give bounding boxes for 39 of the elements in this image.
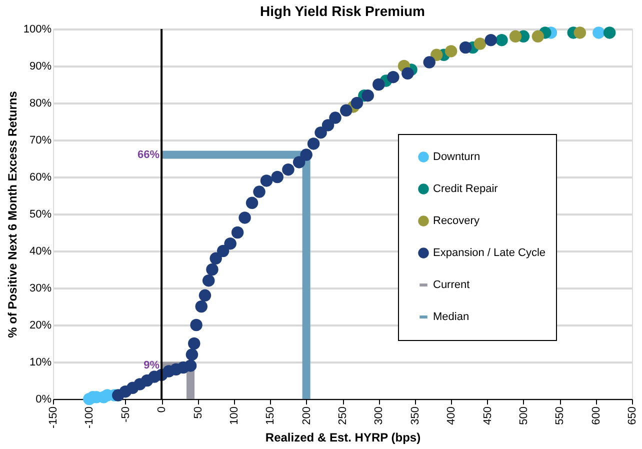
x-tick-label: 200 <box>300 406 313 425</box>
x-tick-label: 300 <box>373 406 386 425</box>
y-axis-title: % of Positive Next 6 Month Excess Returns <box>5 90 20 338</box>
x-tick-label: 100 <box>228 406 240 425</box>
x-axis-title: Realized & Est. HYRP (bps) <box>265 430 421 445</box>
legend-label: Credit Repair <box>433 183 498 195</box>
y-tick-label: 60% <box>29 172 52 184</box>
y-tick-label: 30% <box>29 282 52 294</box>
y-tick-label: 20% <box>29 320 52 332</box>
x-tick-label: 450 <box>482 406 494 425</box>
y-tick-label: 100% <box>23 24 52 36</box>
x-tick-label: 50 <box>192 406 204 419</box>
x-tick-label: 550 <box>554 406 566 425</box>
x-tick-label: 500 <box>518 406 530 425</box>
x-tick-label: 150 <box>264 406 277 425</box>
x-tick-label: 600 <box>590 406 602 425</box>
x-tick-label: -100 <box>84 406 96 429</box>
y-tick-label: 0% <box>36 394 52 406</box>
x-tick-label: 250 <box>337 406 349 425</box>
legend-label: Current <box>433 279 470 291</box>
y-tick-label: 80% <box>29 98 52 110</box>
x-tick-label: 350 <box>409 406 422 425</box>
annotation: 9% <box>144 360 160 372</box>
chart-title: High Yield Risk Premium <box>260 3 425 19</box>
legend-label: Expansion / Late Cycle <box>433 247 546 259</box>
legend-label: Median <box>433 311 470 323</box>
y-tick-label: 40% <box>29 246 52 258</box>
y-tick-label: 70% <box>29 134 52 146</box>
x-tick-label: 400 <box>446 406 458 425</box>
y-tick-label: 90% <box>29 60 52 72</box>
x-tick-label: -150 <box>48 406 60 429</box>
x-tick-label: -50 <box>120 406 132 422</box>
annotation: 66% <box>138 148 160 161</box>
x-tick-label: 0 <box>156 406 168 413</box>
y-tick-label: 10% <box>29 356 52 368</box>
y-tick-label: 50% <box>29 208 52 220</box>
x-tick-label: 650 <box>626 406 638 425</box>
legend-label: Recovery <box>433 215 480 227</box>
legend-label: Downturn <box>433 151 480 163</box>
